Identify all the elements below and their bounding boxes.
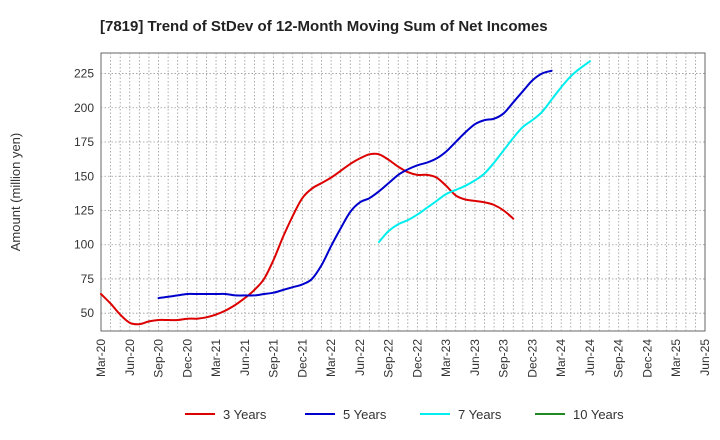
- x-tick-label: Dec-20: [180, 339, 194, 378]
- y-tick-label: 50: [81, 306, 95, 320]
- y-tick-label: 150: [74, 169, 94, 183]
- legend-label-10-years: 10 Years: [573, 407, 624, 422]
- y-tick-label: 125: [74, 203, 94, 217]
- plot-area: [100, 52, 706, 332]
- x-tick-label: Dec-22: [410, 339, 424, 378]
- x-tick-label: Dec-23: [525, 339, 539, 378]
- x-axis-ticks: Mar-20 Jun-20 Sep-20 Dec-20 Mar-21 Jun-21 Sep-…: [94, 339, 712, 378]
- legend-label-5-years: 5 Years: [343, 407, 387, 422]
- legend-label-3-years: 3 Years: [223, 407, 267, 422]
- x-tick-label: Jun-23: [468, 339, 482, 376]
- x-tick-label: Mar-21: [209, 339, 223, 377]
- y-axis-label: Amount (million yen): [8, 133, 23, 252]
- x-tick-label: Mar-20: [94, 339, 108, 377]
- x-tick-label: Jun-21: [238, 339, 252, 376]
- x-tick-label: Jun-20: [123, 339, 137, 376]
- series-line-3-years: [100, 152, 515, 326]
- x-tick-label: Jun-22: [353, 339, 367, 376]
- x-tick-label: Mar-24: [554, 339, 568, 377]
- series-line-5-years: [157, 69, 553, 300]
- series-lines: [100, 60, 591, 326]
- x-tick-label: Jun-25: [698, 339, 712, 376]
- y-tick-label: 75: [81, 272, 95, 286]
- x-tick-label: Dec-24: [640, 339, 654, 378]
- x-tick-label: Dec-21: [295, 339, 309, 378]
- x-tick-label: Sep-22: [382, 339, 396, 378]
- chart-title: [7819] Trend of StDev of 12-Month Moving…: [100, 18, 548, 35]
- y-axis-ticks: 50 75 100 125 150 175 200 225: [74, 67, 94, 321]
- x-tick-label: Mar-23: [439, 339, 453, 377]
- x-tick-label: Sep-23: [497, 339, 511, 378]
- y-tick-label: 100: [74, 238, 94, 252]
- y-tick-label: 175: [74, 135, 94, 149]
- x-tick-label: Sep-20: [152, 339, 166, 378]
- x-tick-label: Jun-24: [583, 339, 597, 376]
- y-tick-label: 200: [74, 101, 94, 115]
- x-tick-label: Mar-22: [324, 339, 338, 377]
- y-tick-label: 225: [74, 67, 94, 81]
- legend: 3 Years 5 Years 7 Years 10 Years: [185, 407, 624, 422]
- x-tick-label: Sep-24: [612, 339, 626, 378]
- series-line-7-years: [378, 60, 591, 243]
- x-tick-label: Mar-25: [669, 339, 683, 377]
- legend-label-7-years: 7 Years: [458, 407, 502, 422]
- x-tick-label: Sep-21: [267, 339, 281, 378]
